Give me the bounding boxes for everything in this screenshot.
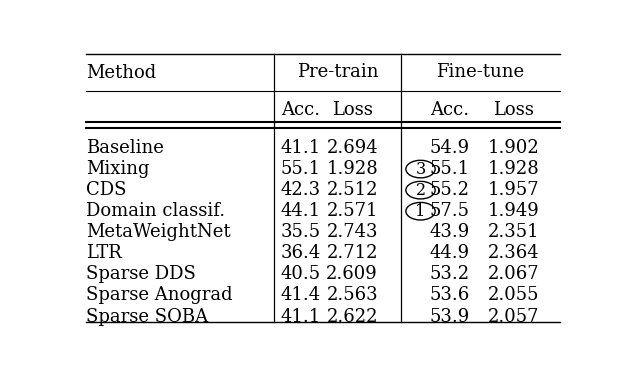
Text: 42.3: 42.3 — [281, 181, 321, 199]
Text: 2.351: 2.351 — [488, 223, 539, 241]
Text: 53.2: 53.2 — [430, 265, 470, 283]
Text: Domain classif.: Domain classif. — [86, 202, 225, 220]
Text: 1.902: 1.902 — [488, 139, 539, 157]
Text: 2.712: 2.712 — [326, 244, 378, 262]
Text: 2.622: 2.622 — [326, 307, 378, 326]
Text: Sparse Anograd: Sparse Anograd — [86, 287, 232, 304]
Text: Acc.: Acc. — [430, 101, 469, 119]
Text: 2: 2 — [415, 182, 426, 199]
Text: 2.571: 2.571 — [326, 202, 378, 220]
Text: 54.9: 54.9 — [430, 139, 470, 157]
Text: 41.1: 41.1 — [281, 307, 321, 326]
Text: 57.5: 57.5 — [430, 202, 470, 220]
Text: 1.928: 1.928 — [488, 160, 539, 178]
Text: 55.1: 55.1 — [281, 160, 321, 178]
Text: Pre-train: Pre-train — [297, 63, 378, 81]
Text: Sparse SOBA: Sparse SOBA — [86, 307, 208, 326]
Text: 2.512: 2.512 — [326, 181, 378, 199]
Text: 1.928: 1.928 — [326, 160, 378, 178]
Text: 2.057: 2.057 — [488, 307, 539, 326]
Text: Method: Method — [86, 64, 156, 82]
Text: 3: 3 — [415, 161, 426, 177]
Text: Sparse DDS: Sparse DDS — [86, 265, 196, 283]
Text: Fine-tune: Fine-tune — [436, 63, 524, 81]
Text: 2.563: 2.563 — [326, 287, 378, 304]
Text: Acc.: Acc. — [282, 101, 321, 119]
Text: Mixing: Mixing — [86, 160, 149, 178]
Text: 43.9: 43.9 — [430, 223, 470, 241]
Text: Baseline: Baseline — [86, 139, 164, 157]
Text: 55.2: 55.2 — [430, 181, 470, 199]
Text: 2.609: 2.609 — [326, 265, 378, 283]
Text: 2.055: 2.055 — [488, 287, 539, 304]
Text: 44.9: 44.9 — [430, 244, 470, 262]
Text: 55.1: 55.1 — [430, 160, 470, 178]
Text: CDS: CDS — [86, 181, 127, 199]
Text: 35.5: 35.5 — [281, 223, 321, 241]
Text: 2.743: 2.743 — [326, 223, 378, 241]
Text: Loss: Loss — [493, 101, 534, 119]
Text: 2.364: 2.364 — [488, 244, 539, 262]
Text: 2.694: 2.694 — [326, 139, 378, 157]
Text: 53.9: 53.9 — [430, 307, 470, 326]
Text: 53.6: 53.6 — [430, 287, 470, 304]
Text: 41.1: 41.1 — [281, 139, 321, 157]
Text: 1.949: 1.949 — [488, 202, 539, 220]
Text: 2.067: 2.067 — [488, 265, 539, 283]
Text: 1.957: 1.957 — [488, 181, 539, 199]
Text: 36.4: 36.4 — [281, 244, 321, 262]
Text: 44.1: 44.1 — [281, 202, 321, 220]
Text: LTR: LTR — [86, 244, 122, 262]
Text: MetaWeightNet: MetaWeightNet — [86, 223, 231, 241]
Text: 41.4: 41.4 — [281, 287, 321, 304]
Text: 1: 1 — [415, 203, 426, 220]
Text: Loss: Loss — [332, 101, 372, 119]
Text: 40.5: 40.5 — [281, 265, 321, 283]
